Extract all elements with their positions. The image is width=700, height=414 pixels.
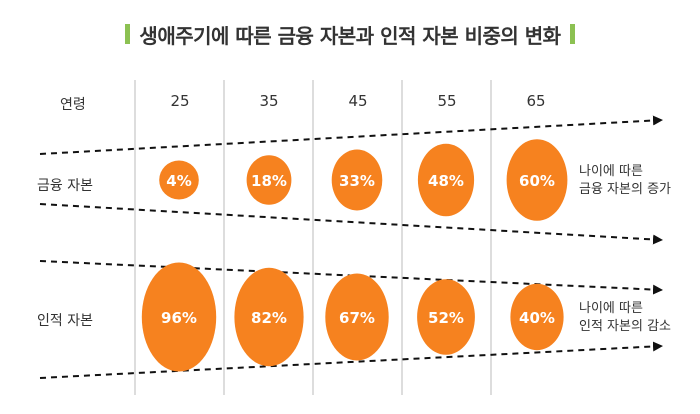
note-financial-capital: 나이에 따른 금융 자본의 증가 [579, 163, 671, 199]
financial-ellipse-25 [159, 160, 199, 200]
human-ellipse-65 [510, 283, 564, 351]
financial-share-65: 60% [519, 172, 555, 190]
financial-ellipse-45 [331, 149, 383, 211]
human-share-35: 82% [251, 309, 287, 327]
human-share-45: 67% [339, 309, 375, 327]
title-accent-bar-right [569, 24, 575, 44]
title-row: 생애주기에 따른 금융 자본과 인적 자본 비중의 변화 [0, 14, 700, 54]
age-label-25: 25 [170, 92, 190, 110]
financial-ellipse-65 [506, 139, 568, 221]
row-label-financial-capital: 금융 자본 [37, 178, 93, 194]
arrow-financial-lower [39, 203, 663, 245]
note-human-line2: 인적 자본의 감소 [579, 319, 671, 334]
age-label-35: 35 [259, 92, 279, 110]
human-ellipse-45 [325, 273, 389, 361]
human-share-55: 52% [428, 309, 464, 327]
age-label-55: 55 [437, 92, 457, 110]
human-ellipse-35 [234, 267, 304, 367]
financial-share-45: 33% [339, 172, 375, 190]
financial-share-25: 4% [166, 172, 192, 190]
arrow-financial-upper [39, 115, 663, 155]
note-human-line1: 나이에 따른 [579, 301, 643, 316]
financial-share-35: 18% [251, 172, 287, 190]
human-share-65: 40% [519, 309, 555, 327]
human-ellipse-55 [417, 279, 475, 355]
page-title: 생애주기에 따른 금융 자본과 인적 자본 비중의 변화 [139, 23, 561, 48]
age-header-label: 연령 [60, 97, 86, 113]
financial-share-55: 48% [428, 172, 464, 190]
financial-ellipse-55 [417, 143, 475, 217]
row-label-human-capital: 인적 자본 [37, 313, 93, 329]
age-label-65: 65 [526, 92, 546, 110]
note-human-capital: 나이에 따른 인적 자본의 감소 [579, 300, 671, 336]
arrow-human-lower [39, 341, 663, 379]
title-accent-bar-left [125, 24, 131, 44]
financial-ellipse-35 [246, 155, 292, 205]
age-label-45: 45 [348, 92, 368, 110]
human-ellipse-25 [141, 262, 217, 372]
note-financial-line1: 나이에 따른 [579, 164, 643, 179]
human-share-25: 96% [161, 309, 197, 327]
note-financial-line2: 금융 자본의 증가 [579, 182, 671, 197]
